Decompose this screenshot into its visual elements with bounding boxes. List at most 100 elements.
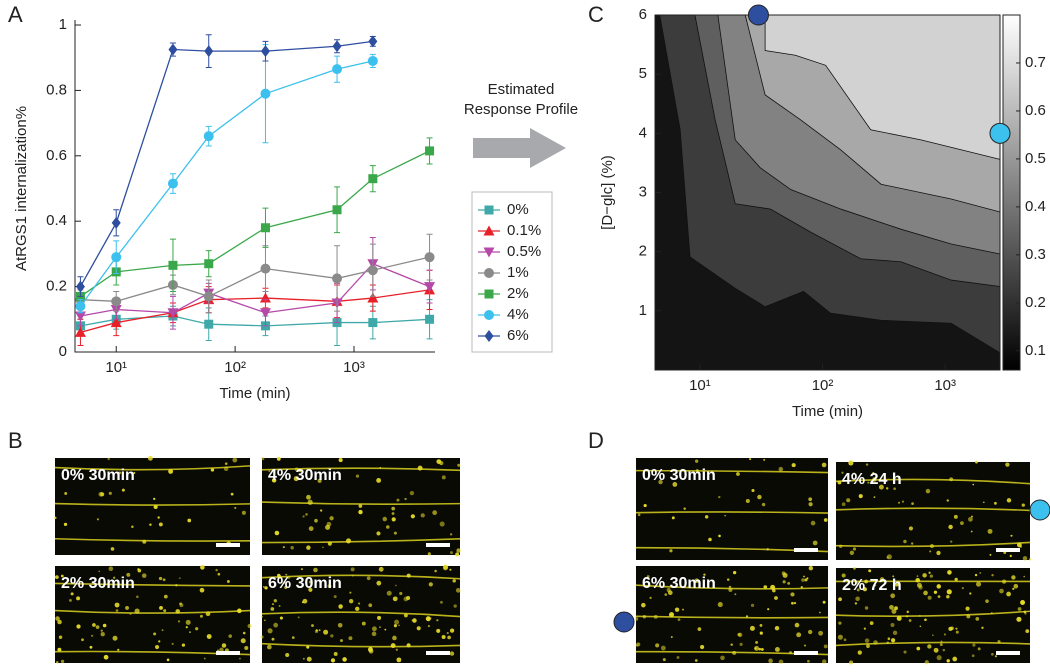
x-tick-label: 10²: [812, 377, 834, 394]
speck: [234, 507, 236, 509]
speck: [98, 570, 100, 572]
scale-bar: [216, 651, 240, 655]
marker: [614, 612, 634, 632]
arrow-text: Response Profile: [464, 101, 578, 118]
x-axis-label: Time (min): [792, 403, 863, 420]
speck: [103, 624, 107, 628]
speck: [189, 631, 191, 633]
speck: [92, 623, 96, 627]
speck: [349, 592, 351, 594]
legend-marker: [485, 311, 494, 320]
speck: [175, 609, 180, 614]
speck: [218, 573, 221, 576]
speck: [377, 616, 381, 620]
speck: [96, 625, 100, 629]
speck: [323, 630, 328, 635]
speck: [968, 517, 973, 522]
speck: [159, 577, 162, 580]
speck: [200, 615, 203, 618]
micrograph: 4% 24 h: [836, 460, 1031, 560]
speck: [153, 632, 156, 635]
y-tick-label: 6: [639, 6, 647, 23]
legend-marker: [485, 330, 494, 342]
speck: [457, 464, 460, 467]
series-line: [80, 257, 429, 301]
speck: [421, 513, 425, 517]
colorbar-label: 0.3: [1025, 246, 1046, 263]
speck: [887, 556, 889, 558]
speck: [404, 498, 406, 500]
micrograph: 2% 72 h: [836, 567, 1030, 665]
marker: [204, 320, 213, 329]
speck: [891, 609, 896, 614]
speck: [379, 567, 384, 572]
speck: [55, 616, 60, 621]
speck: [749, 458, 751, 460]
speck: [178, 620, 180, 622]
speck: [916, 647, 920, 651]
speck: [411, 514, 415, 518]
speck: [940, 643, 943, 646]
image-label: 0% 30min: [642, 467, 716, 484]
speck: [241, 638, 246, 643]
speck: [379, 467, 381, 469]
speck: [1023, 556, 1028, 561]
marker: [168, 179, 177, 188]
speck: [352, 575, 354, 577]
speck: [306, 646, 309, 649]
speck: [783, 580, 786, 583]
x-tick-label: 10¹: [105, 359, 127, 376]
speck: [750, 626, 755, 631]
speck: [394, 532, 397, 535]
colorbar-label: 0.2: [1025, 294, 1046, 311]
speck: [946, 595, 949, 598]
marker: [204, 45, 213, 57]
speck: [947, 589, 952, 594]
speck: [838, 621, 841, 624]
speck: [1012, 588, 1014, 590]
speck: [64, 492, 67, 495]
speck: [376, 531, 380, 535]
speck: [195, 627, 198, 630]
speck: [934, 591, 937, 594]
speck: [893, 631, 897, 635]
speck: [868, 569, 871, 572]
speck: [1017, 543, 1022, 548]
y-tick-label: 5: [639, 65, 647, 82]
speck: [261, 616, 263, 618]
speck: [406, 596, 410, 600]
speck: [272, 603, 274, 605]
speck: [379, 626, 381, 628]
speck: [740, 643, 743, 646]
speck: [956, 631, 959, 634]
speck: [858, 650, 862, 654]
speck: [672, 516, 675, 519]
speck: [763, 459, 765, 461]
speck: [217, 649, 219, 651]
speck: [129, 613, 131, 615]
speck: [81, 638, 84, 641]
marker: [76, 302, 85, 311]
speck: [1010, 535, 1012, 537]
speck: [302, 515, 304, 517]
speck: [359, 504, 363, 508]
speck: [811, 521, 816, 526]
speck: [372, 632, 377, 637]
marker: [1030, 500, 1050, 520]
speck: [949, 477, 953, 481]
image-label: 6% 30min: [642, 575, 716, 592]
speck: [823, 601, 826, 604]
speck: [159, 606, 163, 610]
speck: [104, 655, 109, 660]
speck: [705, 515, 708, 518]
speck: [1016, 617, 1021, 622]
y-tick-label: 0.4: [46, 212, 67, 229]
speck: [804, 578, 807, 581]
speck: [275, 531, 280, 536]
legend-label: 4%: [507, 306, 529, 323]
speck: [838, 480, 842, 484]
speck: [698, 627, 702, 631]
speck: [349, 599, 353, 603]
speck: [263, 586, 265, 588]
speck: [211, 468, 214, 471]
